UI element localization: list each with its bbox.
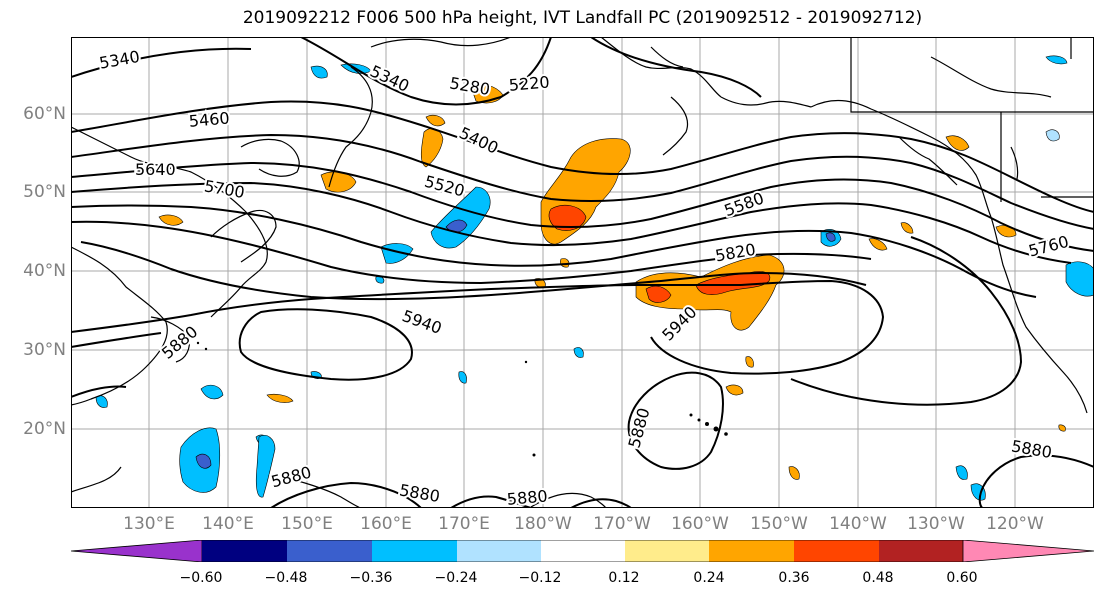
map-canvas: 5340 5340 5280 5220 5460 5400 5640 5520 … — [71, 37, 1094, 508]
coastlines — [71, 37, 1094, 508]
lon-label-130e: 130°E — [123, 514, 175, 534]
lon-label-180w: 180°W — [514, 514, 572, 534]
colorbar-tick: −0.60 — [179, 570, 223, 586]
colorbar-tick: −0.36 — [349, 570, 393, 586]
contour-label: 5220 — [508, 72, 550, 94]
lat-label-40n: 40°N — [23, 261, 66, 281]
lon-label-130w: 130°W — [907, 514, 965, 534]
lon-label-160w: 160°W — [671, 514, 729, 534]
lon-label-170w: 170°W — [593, 514, 651, 534]
colorbar-tick: 0.12 — [608, 570, 640, 586]
colorbar-segment — [202, 540, 287, 562]
lon-label-170e: 170°E — [438, 514, 490, 534]
lon-label-150e: 150°E — [281, 514, 333, 534]
colorbar-tick: −0.12 — [518, 570, 562, 586]
colorbar-segment — [625, 540, 709, 562]
colorbar-tick: 0.24 — [693, 570, 725, 586]
lon-label-120w: 120°W — [986, 514, 1044, 534]
lon-label-140w: 140°W — [829, 514, 887, 534]
colorbar-segment — [794, 540, 879, 562]
colorbar-segment — [541, 540, 625, 562]
ivt-negative-shading — [95, 55, 1094, 501]
map-panel: 5340 5340 5280 5220 5460 5400 5640 5520 … — [71, 37, 1094, 508]
colorbar-segment — [879, 540, 963, 562]
lat-label-20n: 20°N — [23, 419, 66, 439]
colorbar-tick: 0.60 — [946, 570, 978, 586]
colorbar — [70, 539, 1095, 563]
colorbar-segment — [372, 540, 457, 562]
colorbar-tick: 0.48 — [862, 570, 894, 586]
colorbar-tick: −0.24 — [434, 570, 478, 586]
colorbar-extend-low — [70, 539, 203, 563]
map-frame — [71, 37, 1094, 508]
contour-label: 5460 — [188, 108, 230, 130]
colorbar-segment — [457, 540, 541, 562]
colorbar-segment — [287, 540, 372, 562]
colorbar-extend-high — [962, 539, 1095, 563]
height-contours — [71, 37, 1094, 508]
lon-label-150w: 150°W — [750, 514, 808, 534]
contour-label: 5640 — [135, 160, 176, 179]
map-title: 2019092212 F006 500 hPa height, IVT Land… — [242, 8, 923, 28]
lon-label-140e: 140°E — [202, 514, 254, 534]
colorbar-tick: 0.36 — [778, 570, 810, 586]
contour-label: 5880 — [506, 486, 548, 508]
lon-label-160e: 160°E — [360, 514, 412, 534]
colorbar-graphic — [70, 539, 1095, 563]
colorbar-segment — [709, 540, 794, 562]
colorbar-tick: −0.48 — [264, 570, 308, 586]
lat-label-30n: 30°N — [23, 340, 66, 360]
islands — [189, 335, 728, 457]
lat-label-60n: 60°N — [23, 104, 66, 124]
lat-label-50n: 50°N — [23, 182, 66, 202]
